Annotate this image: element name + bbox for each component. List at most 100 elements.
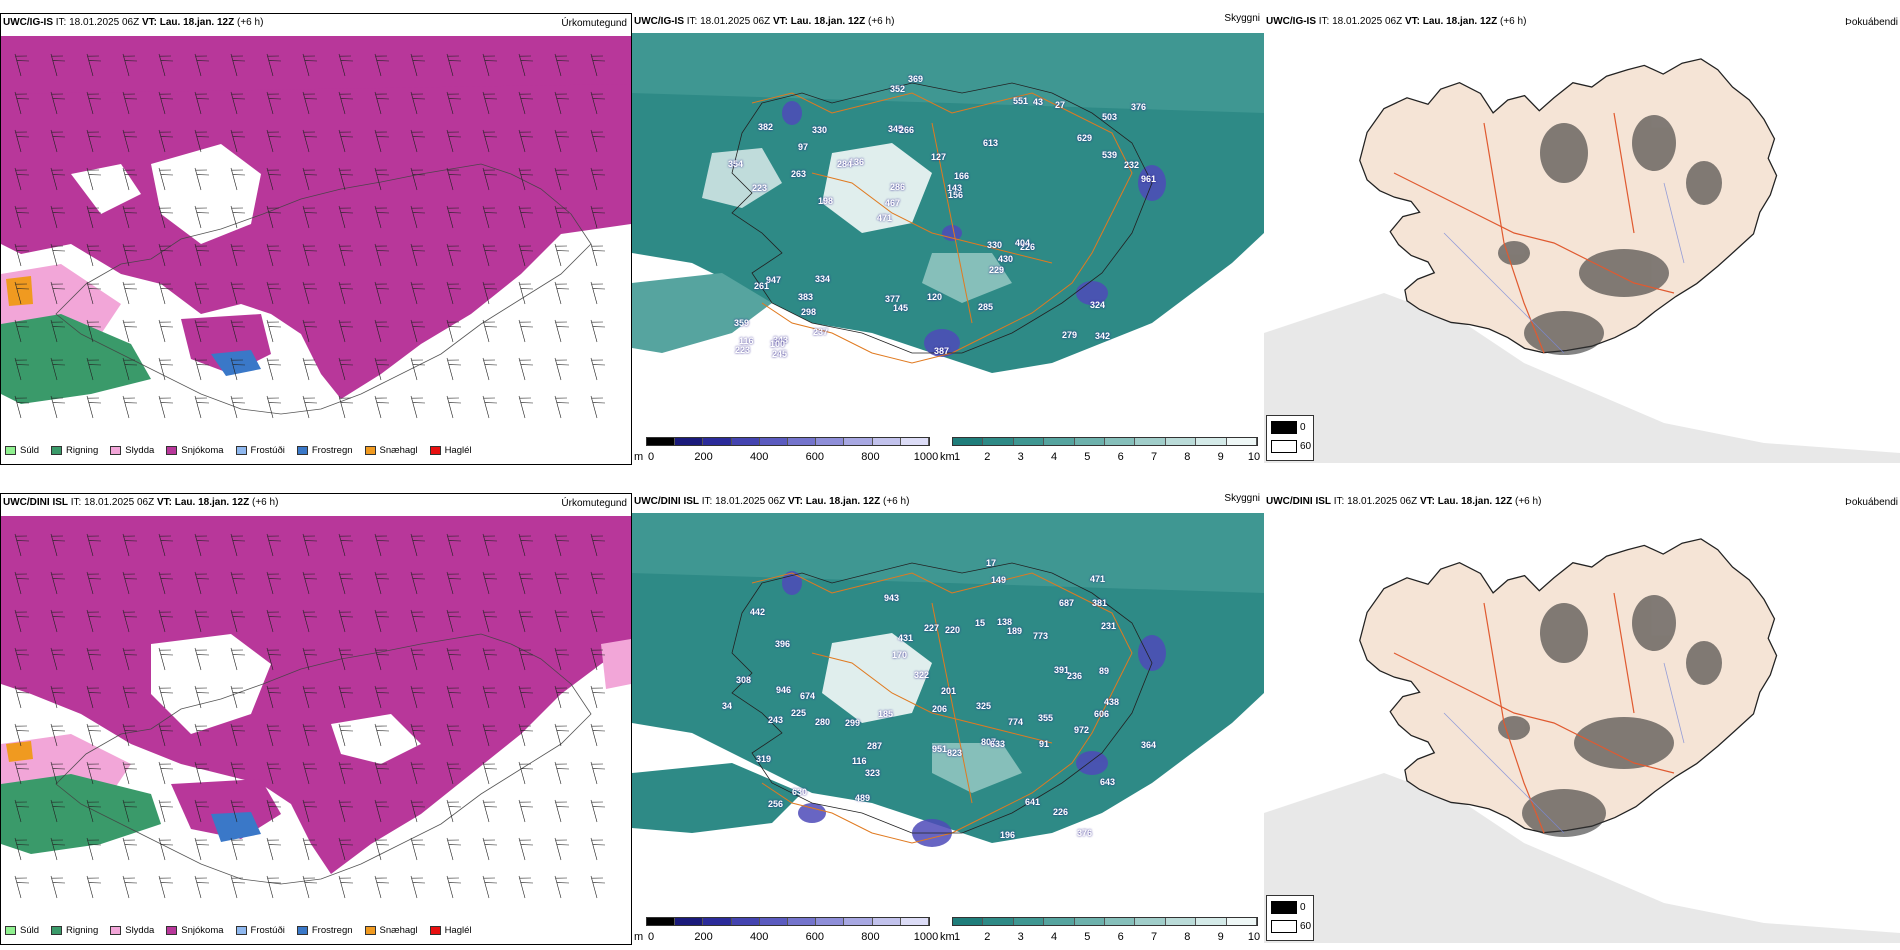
- wind-barb: [446, 167, 462, 191]
- wind-barb: [122, 571, 138, 595]
- wind-barb: [590, 609, 606, 633]
- scale-cell: [1196, 438, 1227, 445]
- wind-barb: [518, 647, 534, 671]
- wind-barb: [50, 723, 66, 747]
- wind-barb: [554, 53, 570, 77]
- wind-barb: [50, 837, 66, 861]
- scale-cell: [1105, 918, 1136, 925]
- wind-barb: [446, 205, 462, 229]
- wind-barb: [230, 53, 246, 77]
- scale-cell: [647, 438, 676, 445]
- cloud-base-label: 342: [1095, 331, 1111, 341]
- wind-barb: [554, 609, 570, 633]
- scale-unit: km: [940, 931, 955, 943]
- wind-barb: [86, 167, 102, 191]
- panel-title-bottom-precip: UWC/DINI ISL IT: 18.01.2025 06Z VT: Lau.…: [3, 497, 279, 508]
- cloud-base-label: 946: [776, 685, 792, 695]
- scale-tick: 0: [648, 451, 655, 463]
- cloud-base-label: 322: [914, 670, 930, 680]
- precip-panel-top: UWC/IG-IS IT: 18.01.2025 06Z VT: Lau. 18…: [0, 13, 632, 465]
- wind-barb: [266, 761, 282, 785]
- scale-cell: [788, 918, 817, 925]
- wind-barb: [374, 837, 390, 861]
- scale-tick: 8: [1184, 931, 1191, 943]
- wind-barb: [338, 243, 354, 267]
- wind-barb: [194, 129, 210, 153]
- wind-barb: [482, 685, 498, 709]
- wind-barb: [518, 395, 534, 419]
- legend-item: Rigning: [51, 445, 98, 456]
- wind-barb: [374, 609, 390, 633]
- scale-cell: [788, 438, 817, 445]
- wind-barb: [266, 357, 282, 381]
- scale-cell: [703, 918, 732, 925]
- wind-barb: [158, 357, 174, 381]
- scale-cell: [759, 918, 789, 925]
- cloud-base-label: 431: [898, 633, 914, 643]
- legend-item: Rigning: [51, 925, 98, 936]
- wind-barb: [194, 761, 210, 785]
- wind-barb: [446, 685, 462, 709]
- wind-barb: [374, 129, 390, 153]
- wind-barb: [590, 761, 606, 785]
- wind-barb: [446, 571, 462, 595]
- wind-barb: [14, 571, 30, 595]
- wind-barb: [518, 53, 534, 77]
- scale-tick: 0: [648, 931, 655, 943]
- legend-swatch: [5, 925, 16, 935]
- panel-title-bottom-fog: UWC/DINI ISL IT: 18.01.2025 06Z VT: Lau.…: [1266, 496, 1542, 507]
- cloud-base-label: 687: [1059, 598, 1075, 608]
- cloud-base-label: 256: [768, 799, 784, 809]
- cloud-base-label: 391: [1054, 665, 1070, 675]
- wind-barb: [266, 571, 282, 595]
- wind-barb: [374, 685, 390, 709]
- wind-barb: [86, 281, 102, 305]
- wind-barb: [590, 533, 606, 557]
- cloud-base-label: 17: [986, 558, 997, 568]
- wind-barb: [554, 799, 570, 823]
- wind-barb: [374, 281, 390, 305]
- wind-barb: [338, 761, 354, 785]
- cloud-base-label: 245: [772, 349, 788, 359]
- legend-swatch: [429, 925, 441, 935]
- wind-barb: [158, 723, 174, 747]
- scale-cell: [1165, 438, 1197, 445]
- wind-barb: [410, 571, 426, 595]
- wind-barb: [158, 761, 174, 785]
- wind-barb: [50, 205, 66, 229]
- wind-barb: [410, 281, 426, 305]
- legend-label: Snjókoma: [181, 444, 224, 456]
- wind-barb: [86, 533, 102, 557]
- wind-barb: [446, 91, 462, 115]
- scale-cell: [953, 918, 984, 925]
- cloud-base-label: 27: [1055, 100, 1066, 110]
- wind-barb: [518, 685, 534, 709]
- wind-barb: [302, 319, 318, 343]
- wind-barb: [302, 357, 318, 381]
- cloud-base-label: 961: [1141, 174, 1157, 184]
- cloud-base-label: 236: [1067, 671, 1083, 681]
- wind-barb: [158, 395, 174, 419]
- wind-barb: [518, 205, 534, 229]
- cloud-base-label: 324: [1090, 300, 1106, 310]
- wind-barb: [14, 167, 30, 191]
- wind-barb: [338, 281, 354, 305]
- wind-barb: [194, 167, 210, 191]
- fog-swatch-0: [1271, 901, 1297, 914]
- scale-cell: [872, 438, 901, 445]
- cloud-base-label: 354: [728, 159, 744, 169]
- precip-panel-label: Úrkomutegund: [561, 498, 627, 509]
- wind-barb: [266, 243, 282, 267]
- wind-barb: [14, 799, 30, 823]
- cloud-base-label: 299: [845, 718, 861, 728]
- wind-barb: [266, 53, 282, 77]
- scale-tick: 10: [1247, 451, 1261, 463]
- wind-barb: [122, 205, 138, 229]
- wind-barb: [446, 129, 462, 153]
- cloud-base-label: 143: [947, 183, 963, 193]
- wind-barb: [230, 723, 246, 747]
- wind-barb: [158, 685, 174, 709]
- wind-barb: [590, 875, 606, 899]
- wind-barb: [446, 799, 462, 823]
- wind-barb: [482, 91, 498, 115]
